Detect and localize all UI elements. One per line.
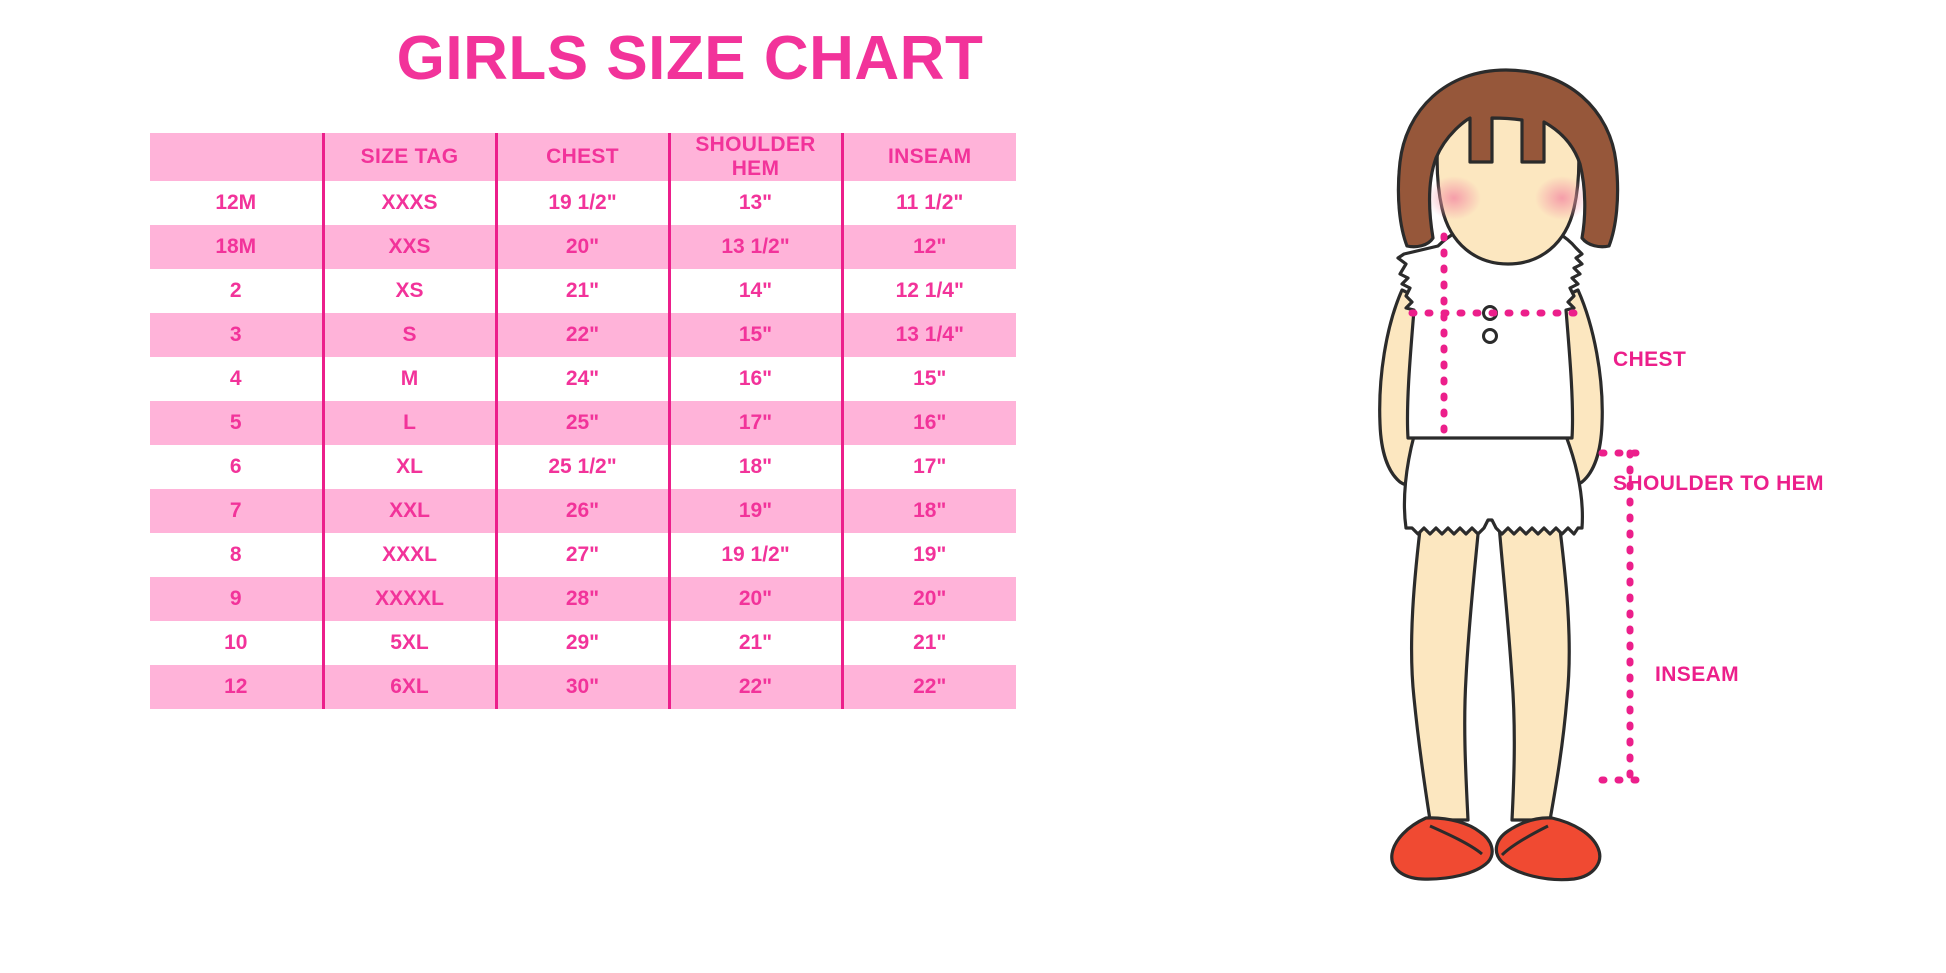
cell-size-tag: XXS (321, 225, 496, 269)
cell-shoulder: 19" (667, 489, 842, 533)
cell-chest: 25" (494, 401, 669, 445)
cell-inseam: 18" (840, 489, 1016, 533)
cell-shoulder: 17" (667, 401, 842, 445)
cell-shoulder: 14" (667, 269, 842, 313)
cheek-blush (1535, 176, 1589, 220)
table-row: 12 6XL 30" 22" 22" (150, 665, 1016, 709)
cell-chest: 28" (494, 577, 669, 621)
cell-size: 10 (150, 621, 323, 665)
cell-size: 7 (150, 489, 323, 533)
size-table-container: SIZE TAG CHEST SHOULDER HEM INSEAM 12M X… (150, 133, 1016, 709)
cell-size-tag: XL (321, 445, 496, 489)
cell-inseam: 12" (840, 225, 1016, 269)
cheek-blush (1427, 176, 1481, 220)
cell-inseam: 16" (840, 401, 1016, 445)
cell-chest: 22" (494, 313, 669, 357)
table-body: 12M XXXS 19 1/2" 13" 11 1/2" 18M XXS 20"… (150, 181, 1016, 709)
cell-size-tag: S (321, 313, 496, 357)
cell-size-tag: 5XL (321, 621, 496, 665)
cell-inseam: 19" (840, 533, 1016, 577)
page-title: GIRLS SIZE CHART (396, 24, 984, 93)
table-header-row: SIZE TAG CHEST SHOULDER HEM INSEAM (150, 133, 1016, 181)
table-row: 3 S 22" 15" 13 1/4" (150, 313, 1016, 357)
cell-shoulder: 13 1/2" (667, 225, 842, 269)
cell-size-tag: 6XL (321, 665, 496, 709)
cell-inseam: 22" (840, 665, 1016, 709)
table-row: 12M XXXS 19 1/2" 13" 11 1/2" (150, 181, 1016, 225)
cell-size: 3 (150, 313, 323, 357)
cell-shoulder: 16" (667, 357, 842, 401)
cell-size-tag: M (321, 357, 496, 401)
cell-size: 9 (150, 577, 323, 621)
table-row: 4 M 24" 16" 15" (150, 357, 1016, 401)
cell-chest: 30" (494, 665, 669, 709)
cell-inseam: 20" (840, 577, 1016, 621)
measurement-guides (1408, 232, 1650, 784)
cell-size: 18M (150, 225, 323, 269)
cell-chest: 27" (494, 533, 669, 577)
cell-shoulder: 18" (667, 445, 842, 489)
cell-inseam: 12 1/4" (840, 269, 1016, 313)
column-header-shoulder-hem: SHOULDER HEM (667, 133, 842, 181)
size-table: SIZE TAG CHEST SHOULDER HEM INSEAM 12M X… (150, 133, 1016, 709)
table-head: SIZE TAG CHEST SHOULDER HEM INSEAM (150, 133, 1016, 181)
table-row: 7 XXL 26" 19" 18" (150, 489, 1016, 533)
cell-inseam: 15" (840, 357, 1016, 401)
callout-label-inseam: INSEAM (1655, 663, 1740, 686)
cell-inseam: 17" (840, 445, 1016, 489)
cell-size: 8 (150, 533, 323, 577)
cell-shoulder: 15" (667, 313, 842, 357)
callout-label-shoulder-to-hem: SHOULDER TO HEM (1613, 472, 1824, 495)
table-row: 6 XL 25 1/2" 18" 17" (150, 445, 1016, 489)
cell-shoulder: 20" (667, 577, 842, 621)
shoes-shape (1390, 816, 1602, 882)
cell-size: 12M (150, 181, 323, 225)
button-icon (1482, 328, 1498, 344)
cell-size-tag: XXXS (321, 181, 496, 225)
cell-chest: 24" (494, 357, 669, 401)
cell-shoulder: 13" (667, 181, 842, 225)
cell-chest: 20" (494, 225, 669, 269)
cell-size-tag: XXL (321, 489, 496, 533)
cell-chest: 25 1/2" (494, 445, 669, 489)
table-row: 2 XS 21" 14" 12 1/4" (150, 269, 1016, 313)
cell-inseam: 13 1/4" (840, 313, 1016, 357)
column-header-size-tag: SIZE TAG (321, 133, 496, 181)
cell-size: 2 (150, 269, 323, 313)
cell-inseam: 11 1/2" (840, 181, 1016, 225)
cell-inseam: 21" (840, 621, 1016, 665)
table-row: 5 L 25" 17" 16" (150, 401, 1016, 445)
cell-size-tag: XXXXL (321, 577, 496, 621)
cell-chest: 29" (494, 621, 669, 665)
cell-size-tag: XXXL (321, 533, 496, 577)
cell-size: 5 (150, 401, 323, 445)
column-header-chest: CHEST (494, 133, 669, 181)
legs-shape (1409, 511, 1571, 822)
table-row: 18M XXS 20" 13 1/2" 12" (150, 225, 1016, 269)
hair-bangs-shape (1396, 68, 1620, 249)
cell-shoulder: 21" (667, 621, 842, 665)
table-row: 9 XXXXL 28" 20" 20" (150, 577, 1016, 621)
table-row: 10 5XL 29" 21" 21" (150, 621, 1016, 665)
cell-shoulder: 19 1/2" (667, 533, 842, 577)
cell-shoulder: 22" (667, 665, 842, 709)
cell-size-tag: XS (321, 269, 496, 313)
cell-chest: 19 1/2" (494, 181, 669, 225)
table-row: 8 XXXL 27" 19 1/2" 19" (150, 533, 1016, 577)
cell-chest: 26" (494, 489, 669, 533)
column-header-size (150, 133, 323, 181)
callout-label-chest: CHEST (1613, 348, 1687, 371)
cell-size: 6 (150, 445, 323, 489)
cell-chest: 21" (494, 269, 669, 313)
skirt-shape (1402, 434, 1584, 536)
girl-figure-illustration (1330, 58, 1710, 888)
column-header-inseam: INSEAM (840, 133, 1016, 181)
cell-size: 4 (150, 357, 323, 401)
cell-size-tag: L (321, 401, 496, 445)
cell-size: 12 (150, 665, 323, 709)
